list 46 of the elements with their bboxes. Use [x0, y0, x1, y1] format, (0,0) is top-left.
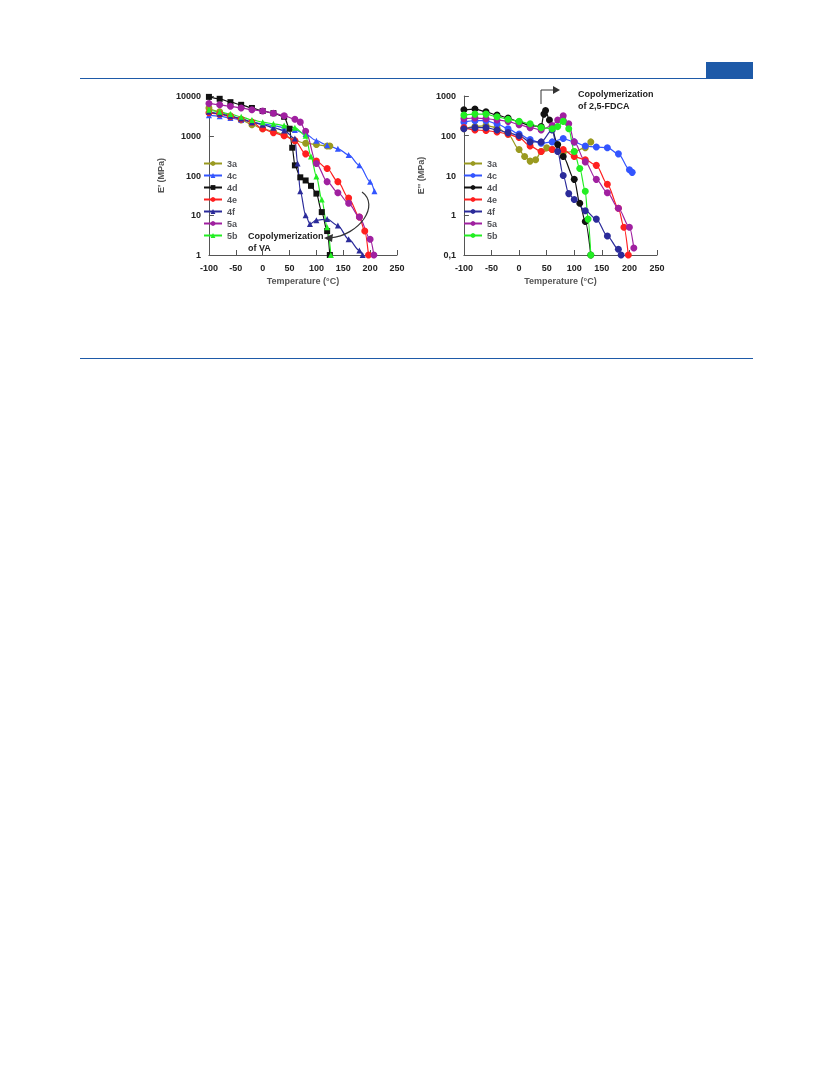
- y-tick-label: 100: [440, 130, 456, 141]
- y-tick-label: 10: [190, 210, 201, 221]
- x-tick-label: 200: [621, 262, 637, 273]
- x-tick-label: -100: [199, 262, 218, 273]
- legend-label: 4e: [227, 194, 238, 205]
- y-tick-label: 1000: [435, 91, 456, 101]
- x-tick-label: 50: [541, 262, 552, 273]
- y-axis-title: E'' (MPa): [415, 156, 426, 195]
- y-tick-label: 10: [445, 170, 456, 181]
- x-tick-label: 250: [649, 262, 665, 273]
- annotation: Copolymerization of 2,5-FDCA: [578, 89, 654, 111]
- y-axis-title: E' (MPa): [155, 157, 166, 194]
- x-tick-label: 150: [335, 262, 351, 273]
- y-tick-label: 1: [195, 250, 201, 260]
- legend-label: 5a: [487, 218, 499, 229]
- x-tick-label: -100: [454, 262, 473, 273]
- legend-label: 3a: [227, 158, 239, 169]
- y-tick-label: 10000: [175, 91, 201, 101]
- annotation: Copolymerization of VA: [248, 231, 324, 253]
- legend-label: 4c: [227, 170, 238, 181]
- legend-label: 5b: [227, 230, 239, 241]
- x-tick-label: 50: [284, 262, 295, 273]
- y-tick-label: 1: [450, 210, 456, 221]
- x-tick-label: 250: [389, 262, 405, 273]
- x-axis-title: Temperature (°C): [266, 276, 340, 287]
- x-tick-label: 150: [594, 262, 610, 273]
- x-axis-title: Temperature (°C): [524, 276, 597, 287]
- legend-label: 3a: [487, 158, 499, 169]
- legend-label: 5a: [227, 218, 239, 229]
- x-tick-label: 0: [260, 262, 266, 273]
- y-tick-label: 100: [185, 170, 201, 181]
- legend-label: 4d: [227, 182, 238, 193]
- y-tick-label: 0,1: [443, 250, 456, 260]
- legend-label: 4c: [487, 170, 498, 181]
- legend-label: 4f: [487, 206, 497, 217]
- legend-label: 5b: [487, 230, 499, 241]
- legend-label: 4e: [487, 194, 498, 205]
- x-tick-label: 100: [308, 262, 324, 273]
- x-tick-label: -50: [229, 262, 243, 273]
- y-tick-label: 1000: [180, 130, 201, 141]
- x-tick-label: 100: [566, 262, 582, 273]
- x-tick-label: -50: [485, 262, 499, 273]
- legend-label: 4f: [227, 206, 237, 217]
- x-tick-label: 200: [362, 262, 378, 273]
- legend-label: 4d: [487, 182, 498, 193]
- x-tick-label: 0: [516, 262, 522, 273]
